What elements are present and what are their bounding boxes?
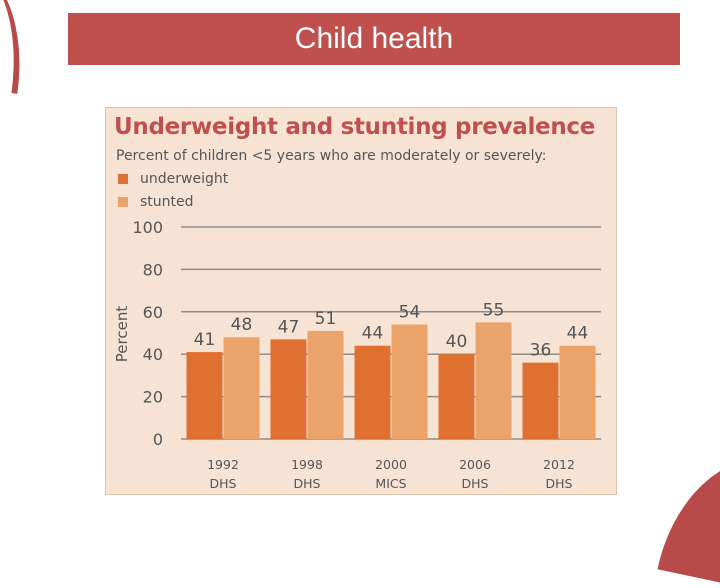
data-label-underweight-2012: 36: [530, 341, 552, 361]
chart-subtitle: Percent of children <5 years who are mod…: [116, 148, 547, 164]
legend-label-underweight: underweight: [140, 171, 229, 187]
chart-title: Underweight and stunting prevalence: [114, 114, 596, 140]
corner-decoration-top-left: [0, 0, 35, 95]
slide-title: Child health: [294, 22, 454, 55]
x-tick-label-year: 2006: [459, 457, 491, 472]
data-label-stunted-2006: 55: [483, 300, 505, 320]
bar-underweight-2006: [438, 354, 475, 439]
legend-item-stunted: stunted: [118, 194, 194, 210]
bar-stunted-1998: [307, 330, 344, 439]
x-tick-label-year: 2012: [543, 457, 575, 472]
data-label-underweight-1992: 41: [194, 330, 216, 350]
data-label-stunted-2000: 54: [399, 303, 421, 323]
x-tick-label-survey: DHS: [546, 476, 573, 491]
x-tick-label-survey: MICS: [375, 476, 406, 491]
data-label-underweight-1998: 47: [278, 317, 300, 337]
data-label-underweight-2000: 44: [362, 324, 384, 344]
data-label-stunted-1992: 48: [231, 315, 253, 335]
bar-underweight-2012: [522, 362, 559, 439]
legend-item-underweight: underweight: [118, 171, 228, 187]
x-tick-label-year: 1992: [207, 457, 239, 472]
bar-stunted-1992: [223, 337, 260, 439]
corner-decoration-bottom-right: [657, 442, 720, 588]
legend-swatch-stunted: [118, 197, 128, 207]
y-tick-label: 100: [132, 218, 163, 237]
y-tick-label: 20: [143, 388, 163, 407]
data-label-stunted-1998: 51: [315, 309, 337, 329]
x-tick-label-year: 1998: [291, 457, 323, 472]
y-tick-label: 60: [143, 303, 163, 322]
y-axis-label: Percent: [113, 306, 131, 363]
bar-underweight-1992: [186, 352, 223, 439]
data-label-stunted-2012: 44: [567, 324, 589, 344]
x-tick-label-survey: DHS: [462, 476, 489, 491]
slide-title-banner: Child health: [68, 13, 680, 65]
bar-chart: 0 20 40 60 80 100 41 48 1992 DHS 47 51 1998 DHS 44 54 20…: [113, 218, 601, 491]
bars-layer: [186, 322, 596, 439]
legend-label-stunted: stunted: [140, 194, 194, 210]
y-tick-label: 0: [153, 430, 163, 449]
x-tick-label-year: 2000: [375, 457, 407, 472]
y-tick-label: 40: [143, 345, 163, 364]
legend-swatch-underweight: [118, 174, 128, 184]
x-tick-label-survey: DHS: [294, 476, 321, 491]
labels-layer: 0 20 40 60 80 100 41 48 1992 DHS 47 51 1998 DHS 44 54 20…: [132, 218, 588, 491]
bar-underweight-2000: [354, 345, 391, 439]
bar-stunted-2000: [391, 324, 428, 439]
data-label-underweight-2006: 40: [446, 332, 468, 352]
bar-stunted-2006: [475, 322, 512, 439]
x-tick-label-survey: DHS: [210, 476, 237, 491]
bar-stunted-2012: [559, 345, 596, 439]
bar-underweight-1998: [270, 339, 307, 439]
chart-panel: Underweight and stunting prevalence Perc…: [105, 107, 617, 495]
y-tick-label: 80: [143, 260, 163, 279]
